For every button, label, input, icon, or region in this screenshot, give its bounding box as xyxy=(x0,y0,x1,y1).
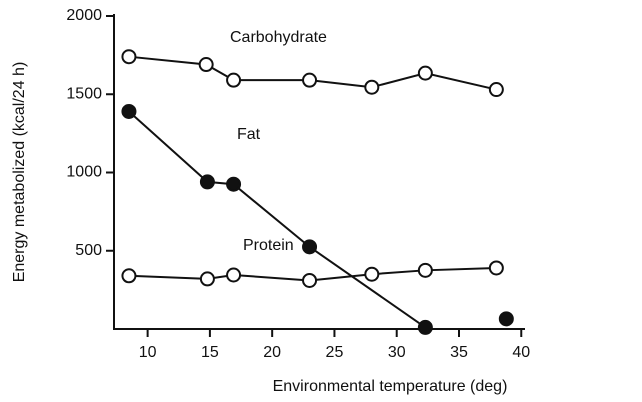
y-tick-label: 1500 xyxy=(66,85,102,102)
y-tick-label: 1000 xyxy=(66,164,102,181)
x-axis-label: Environmental temperature (deg) xyxy=(273,378,508,395)
x-tick-label: 25 xyxy=(326,344,344,361)
marker xyxy=(417,262,433,278)
marker xyxy=(226,267,242,283)
y-tick-label: 2000 xyxy=(66,7,102,24)
marker xyxy=(226,72,242,88)
marker xyxy=(498,311,514,327)
series-label: Protein xyxy=(243,237,294,254)
x-tick-label: 35 xyxy=(450,344,468,361)
marker xyxy=(302,272,318,288)
marker xyxy=(199,174,215,190)
x-tick-label: 15 xyxy=(201,344,219,361)
marker xyxy=(364,79,380,95)
marker xyxy=(302,72,318,88)
x-tick-label: 10 xyxy=(139,344,157,361)
marker xyxy=(199,271,215,287)
x-tick-label: 40 xyxy=(512,344,530,361)
marker xyxy=(417,319,433,335)
y-axis-label: Energy metabolized (kcal/24 h) xyxy=(11,62,28,283)
marker xyxy=(121,103,137,119)
marker xyxy=(488,82,504,98)
marker xyxy=(488,260,504,276)
marker xyxy=(364,266,380,282)
marker xyxy=(417,65,433,81)
series-label: Carbohydrate xyxy=(230,29,327,46)
marker xyxy=(121,268,137,284)
series-line xyxy=(128,110,426,329)
marker xyxy=(302,239,318,255)
marker xyxy=(226,176,242,192)
marker xyxy=(198,57,214,73)
marker xyxy=(121,49,137,65)
x-tick-label: 20 xyxy=(263,344,281,361)
y-tick-label: 500 xyxy=(75,242,102,259)
series-label: Fat xyxy=(237,126,261,143)
x-tick-label: 30 xyxy=(388,344,406,361)
